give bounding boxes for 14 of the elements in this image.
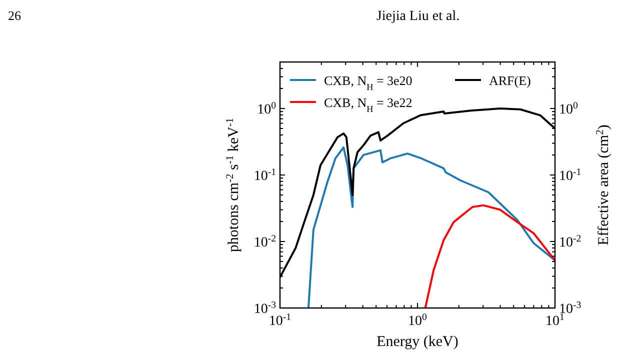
text: 10$^{-1}$	[559, 166, 582, 184]
x-tick-label: 10$^{1}$	[546, 312, 565, 329]
y-tick-label: 10$^{-1}$	[254, 166, 276, 184]
text: 10$^{0}$	[559, 100, 578, 118]
legend-label: CXB, N$_{H}$ = 3e22	[324, 95, 412, 114]
text: 26	[8, 8, 22, 23]
x-axis-title: Energy (keV)	[376, 334, 458, 350]
text: 10$^{-2}$	[559, 232, 582, 250]
legend-label: ARF(E)	[489, 73, 531, 88]
x-tick-label: 10$^{0}$	[408, 312, 428, 329]
legend-label: CXB, N$_{H}$ = 3e20	[324, 73, 412, 92]
y-tick-label: 10$^{-2}$	[254, 232, 276, 250]
y-tick-label: 10$^{0}$	[257, 100, 276, 118]
text: Jiejia Liu et al.	[376, 9, 460, 24]
